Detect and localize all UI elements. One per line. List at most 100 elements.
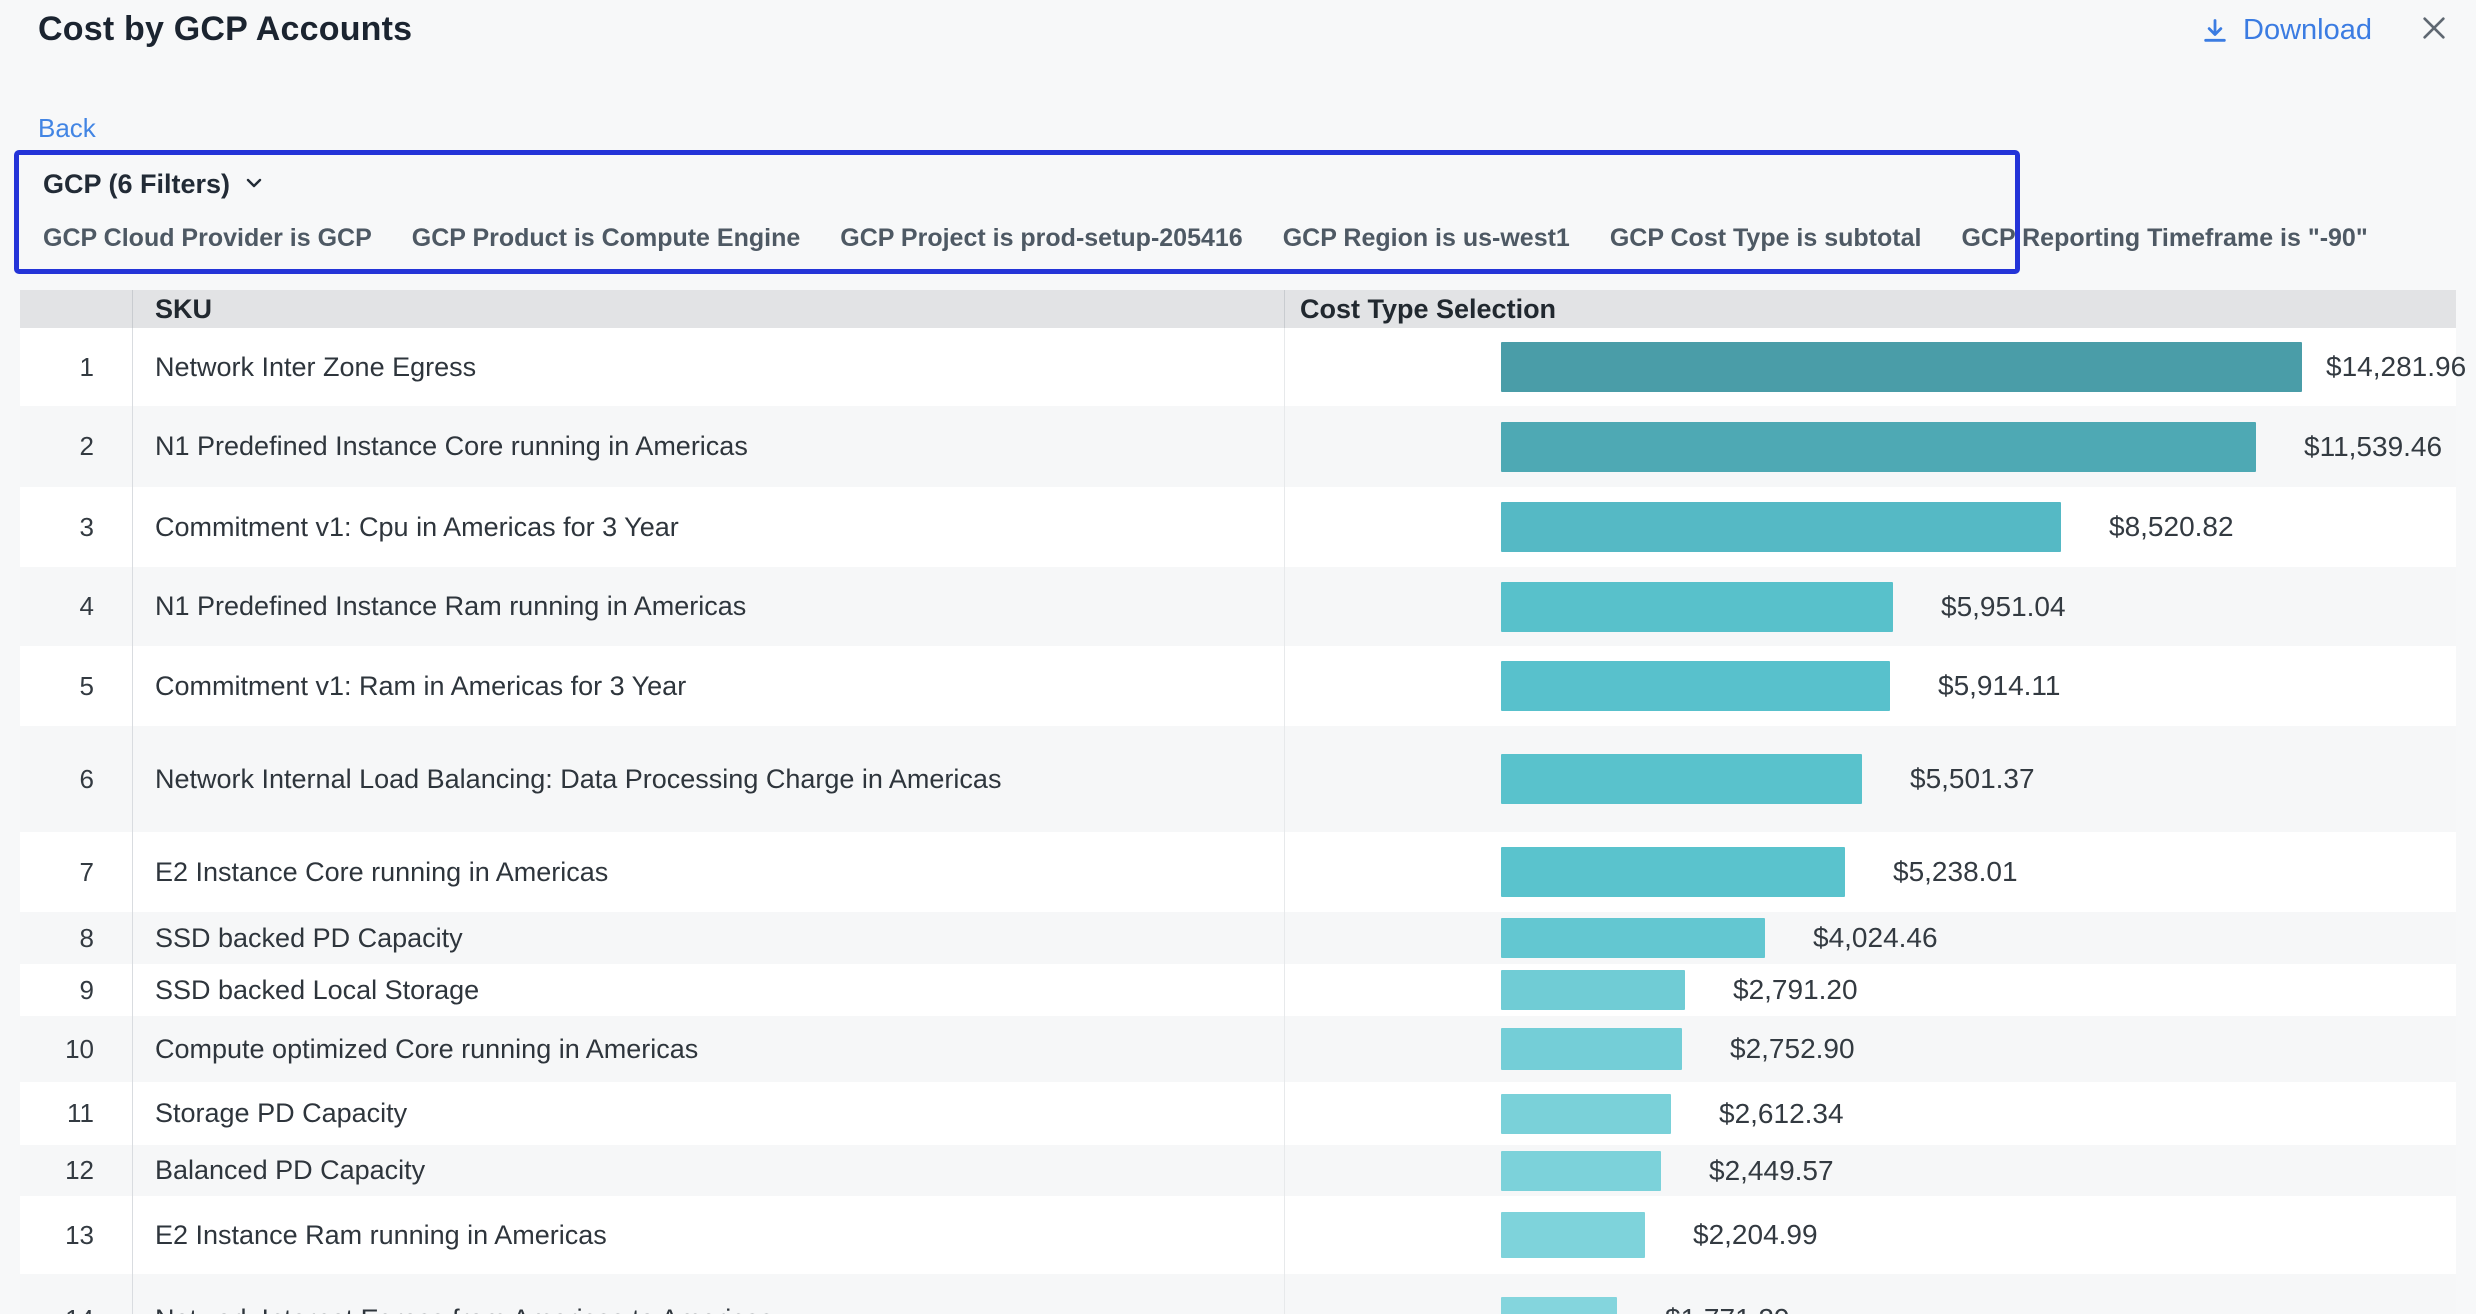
cost-value-label: $5,501.37 [1910,763,2035,794]
cost-bar[interactable] [1501,581,1893,632]
filter-chip[interactable]: GCP Cloud Provider is GCP [43,224,372,252]
row-bar-cell: $5,951.04 [1285,567,2456,646]
table-row[interactable]: 8 SSD backed PD Capacity $4,024.46 [20,912,2456,964]
cost-value-label: $4,024.46 [1813,922,1938,953]
table-row[interactable]: 13 E2 Instance Ram running in Americas $… [20,1196,2456,1274]
close-button[interactable] [2418,12,2450,49]
row-index: 3 [20,487,133,567]
cost-value-label: $5,238.01 [1893,856,2018,887]
cost-value-label: $2,791.20 [1733,974,1858,1005]
cost-bar[interactable] [1501,847,1845,897]
table-row[interactable]: 6 Network Internal Load Balancing: Data … [20,726,2456,832]
table-header: SKU Cost Type Selection [20,290,2456,328]
row-bar-cell: $14,281.96 [1285,328,2466,406]
row-sku-label: SSD backed Local Storage [133,964,1285,1016]
filter-chip[interactable]: GCP Product is Compute Engine [411,224,801,252]
download-button[interactable]: Download [2201,14,2372,47]
row-sku-label: Network Inter Zone Egress [133,328,1285,406]
table-row[interactable]: 3 Commitment v1: Cpu in Americas for 3 Y… [20,487,2456,567]
row-sku-label: Balanced PD Capacity [133,1145,1285,1196]
row-bar-cell: $8,520.82 [1285,487,2456,567]
row-index: 4 [20,567,133,646]
cost-value-label: $14,281.96 [2326,351,2467,382]
download-icon [2201,16,2229,46]
table-row[interactable]: 12 Balanced PD Capacity $2,449.57 [20,1145,2456,1196]
row-bar-cell: $1,771.29 [1285,1274,2456,1314]
row-index: 8 [20,912,133,964]
table-row[interactable]: 1 Network Inter Zone Egress $14,281.96 [20,328,2466,406]
row-index: 1 [20,328,133,406]
header-cost-type-column[interactable]: Cost Type Selection [1300,293,1557,324]
row-bar-cell: $2,449.57 [1285,1145,2456,1196]
close-icon [2418,12,2450,49]
cost-bar[interactable] [1501,970,1685,1010]
cost-bar[interactable] [1501,1093,1671,1134]
row-sku-label: Commitment v1: Ram in Americas for 3 Yea… [133,646,1285,726]
table-row[interactable]: 4 N1 Predefined Instance Ram running in … [20,567,2456,646]
cost-bar[interactable] [1501,502,2061,552]
cost-value-label: $1,771.29 [1665,1303,1790,1314]
cost-value-label: $2,204.99 [1693,1219,1818,1250]
cost-value-label: $5,951.04 [1941,590,2066,622]
row-sku-label: E2 Instance Ram running in Americas [133,1196,1285,1274]
row-sku-label: Commitment v1: Cpu in Americas for 3 Yea… [133,487,1285,567]
row-bar-cell: $2,204.99 [1285,1196,2456,1274]
cost-value-label: $2,752.90 [1730,1033,1855,1064]
filter-chip[interactable]: GCP Reporting Timeframe is "-90" [1961,224,2368,252]
row-index: 9 [20,964,133,1016]
row-sku-label: N1 Predefined Instance Ram running in Am… [133,567,1285,646]
top-bar: Cost by GCP Accounts Download [0,0,2476,49]
header-index-column [20,290,133,328]
cost-bar[interactable] [1501,661,1890,711]
cost-bar[interactable] [1501,421,2256,472]
filter-chip[interactable]: GCP Cost Type is subtotal [1609,224,1922,252]
cost-value-label: $5,914.11 [1938,670,2061,701]
row-bar-cell: $2,752.90 [1285,1016,2456,1082]
table-row[interactable]: 10 Compute optimized Core running in Ame… [20,1016,2456,1082]
cost-bar[interactable] [1501,918,1765,958]
cost-value-label: $11,539.46 [2304,430,2443,462]
row-index: 6 [20,726,133,832]
back-link[interactable]: Back [38,113,96,143]
row-bar-cell: $5,914.11 [1285,646,2456,726]
table-row[interactable]: 9 SSD backed Local Storage $2,791.20 [20,964,2456,1016]
cost-table: SKU Cost Type Selection 1 Network Inter … [20,290,2466,1314]
table-row[interactable]: 7 E2 Instance Core running in Americas $… [20,832,2456,912]
table-row[interactable]: 2 N1 Predefined Instance Core running in… [20,406,2456,487]
row-index: 11 [20,1082,133,1145]
header-sku-column[interactable]: SKU [133,290,1285,328]
row-bar-cell: $2,612.34 [1285,1082,2456,1145]
table-body: 1 Network Inter Zone Egress $14,281.96 2… [20,328,2466,1314]
filter-chip[interactable]: GCP Region is us-west1 [1282,224,1570,252]
row-index: 2 [20,406,133,487]
row-index: 10 [20,1016,133,1082]
row-sku-label: Network Internal Load Balancing: Data Pr… [133,726,1285,832]
table-row[interactable]: 5 Commitment v1: Ram in Americas for 3 Y… [20,646,2456,726]
row-sku-label: N1 Predefined Instance Core running in A… [133,406,1285,487]
filter-chip[interactable]: GCP Project is prod-setup-205416 [840,224,1243,252]
filter-summary-label: GCP (6 Filters) [43,169,231,199]
cost-value-label: $2,449.57 [1709,1154,1834,1186]
row-bar-cell: $2,791.20 [1285,964,2456,1016]
cost-bar[interactable] [1501,1150,1661,1191]
cost-bar[interactable] [1501,1212,1645,1258]
chevron-down-icon [242,167,266,202]
cost-bar[interactable] [1501,754,1862,804]
cost-bar[interactable] [1501,1028,1682,1070]
row-index: 13 [20,1196,133,1274]
toolbar-actions: Download [2201,12,2450,49]
row-bar-cell: $5,501.37 [1285,726,2456,832]
table-row[interactable]: 11 Storage PD Capacity $2,612.34 [20,1082,2456,1145]
row-sku-label: Storage PD Capacity [133,1082,1285,1145]
cost-bar[interactable] [1501,1297,1617,1314]
row-bar-cell: $4,024.46 [1285,912,2456,964]
filter-summary-dropdown[interactable]: GCP (6 Filters) [43,167,266,202]
cost-bar[interactable] [1501,342,2302,392]
row-index: 12 [20,1145,133,1196]
row-sku-label: Network Internet Egress from Americas to… [133,1274,1285,1314]
row-index: 14 [20,1274,133,1314]
filter-chip-list: GCP Cloud Provider is GCP GCP Product is… [43,224,2368,253]
filter-panel: GCP (6 Filters) GCP Cloud Provider is GC… [14,150,2368,274]
table-row[interactable]: 14 Network Internet Egress from Americas… [20,1274,2456,1314]
row-sku-label: SSD backed PD Capacity [133,912,1285,964]
